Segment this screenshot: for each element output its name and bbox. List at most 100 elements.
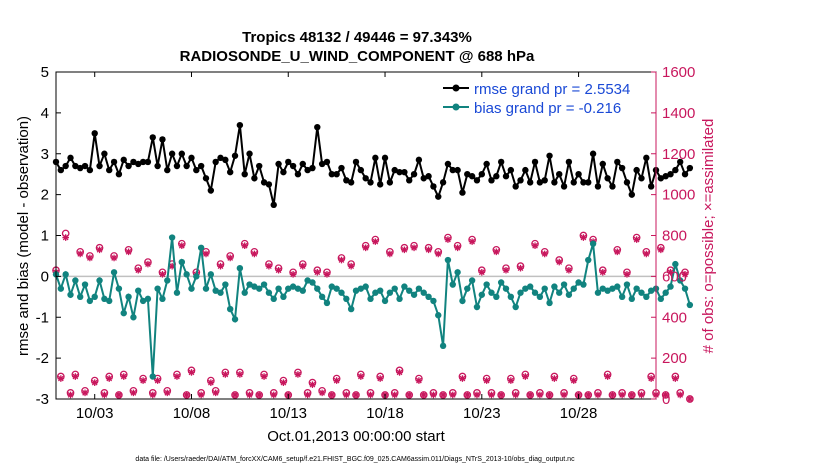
rmse-point: [672, 166, 679, 174]
bias-point: [381, 297, 389, 305]
y-axis-label: rmse and bias (model - observation): [15, 116, 32, 356]
bias-point: [541, 285, 548, 292]
rmse-point: [512, 183, 519, 190]
rmse-point: [406, 177, 413, 184]
obs-assimilated-point: [541, 250, 549, 258]
y-tick-label: -2: [36, 350, 49, 367]
rmse-point: [318, 160, 326, 168]
obs-assimilated-point: [101, 391, 108, 399]
x-tick-label: 10/03: [76, 405, 114, 422]
obs-assimilated-point: [468, 238, 476, 245]
obs-assimilated-point: [560, 391, 568, 399]
bias-point: [202, 285, 210, 292]
obs-assimilated-point: [396, 369, 403, 376]
rmse-point: [115, 170, 123, 178]
rmse-point: [623, 179, 631, 186]
rmse-point: [546, 152, 553, 159]
obs-assimilated-point: [372, 238, 379, 245]
y-tick-label-right: 400: [662, 309, 687, 326]
rmse-point: [609, 183, 616, 190]
bias-point: [197, 244, 205, 251]
rmse-point: [580, 179, 587, 186]
rmse-point: [556, 170, 563, 178]
rmse-point: [309, 164, 316, 172]
x-tick-label: 10/13: [269, 405, 307, 422]
bias-point: [106, 297, 113, 305]
obs-assimilated-point: [531, 242, 539, 250]
y-tick-label: -3: [36, 391, 49, 408]
bias-point: [449, 281, 456, 288]
bias-point: [546, 299, 553, 307]
bias-point: [285, 285, 292, 292]
bias-point: [531, 289, 539, 296]
legend-rmse-marker: [452, 84, 460, 92]
bias-point: [454, 269, 461, 276]
obs-assimilated-point: [357, 373, 365, 380]
rmse-point: [347, 179, 355, 186]
obs-assimilated-point: [628, 391, 636, 399]
bias-point: [667, 283, 674, 290]
rmse-point: [633, 166, 640, 174]
bias-point: [618, 293, 626, 301]
y-tick-label: 3: [41, 146, 49, 163]
ticks-layer: 10/03 10/08 10/13 10/18 10/23 10/28 -3 -2 -1 0 1 2 3…: [36, 64, 696, 422]
y-tick-label-right: 1600: [662, 64, 695, 81]
obs-assimilated-point: [565, 266, 573, 274]
rmse-point: [275, 160, 282, 168]
rmse-point: [585, 179, 592, 186]
rmse-point: [304, 166, 311, 174]
obs-assimilated-point: [222, 371, 229, 378]
obs-assimilated-point: [676, 391, 684, 399]
rmse-point: [410, 170, 418, 178]
bias-point: [628, 295, 636, 303]
obs-assimilated-point: [115, 391, 123, 399]
obs-assimilated-point: [163, 389, 171, 397]
obs-assimilated-point: [681, 271, 689, 278]
bias-point: [686, 301, 694, 309]
y-tick-label: -1: [36, 309, 49, 326]
rmse-point: [188, 154, 195, 162]
obs-assimilated-point: [522, 373, 529, 380]
obs-assimilated-point: [459, 375, 466, 382]
obs-assimilated-point: [439, 391, 447, 399]
rmse-point: [91, 130, 98, 137]
data-file-footer: data file: /Users/raeder/DAI/ATM_forcXX/…: [135, 456, 575, 463]
bias-point: [657, 295, 665, 303]
bias-point: [401, 283, 408, 290]
legend-bias-label: bias grand pr = -0.216: [474, 100, 621, 117]
bias-point: [289, 283, 297, 290]
bias-point: [681, 285, 689, 292]
bias-point: [478, 291, 486, 298]
obs-assimilated-point: [265, 262, 273, 270]
bias-point: [551, 283, 558, 290]
rmse-point: [497, 158, 505, 166]
x-axis-label: Oct.01,2013 00:00:00 start: [267, 428, 445, 445]
rmse-point: [164, 166, 171, 174]
rmse-point: [376, 181, 384, 188]
obs-assimilated-point: [241, 242, 249, 250]
bias-point: [101, 295, 108, 303]
obs-assimilated-point: [449, 391, 457, 399]
bias-point: [62, 271, 69, 278]
rmse-point: [197, 162, 205, 170]
y-tick-label: 0: [41, 268, 49, 285]
obs-assimilated-point: [81, 389, 89, 397]
rmse-point: [502, 173, 510, 180]
rmse-point: [299, 160, 306, 168]
bias-point: [536, 293, 544, 301]
bias-point: [396, 295, 403, 303]
rmse-point: [96, 162, 103, 170]
obs-assimilated-point: [76, 250, 84, 258]
obs-assimilated-point: [376, 375, 384, 382]
obs-assimilated-point: [410, 244, 418, 252]
bias-point: [115, 285, 123, 292]
rmse-point: [531, 158, 539, 166]
bias-point: [130, 314, 137, 321]
bias-point: [376, 287, 384, 294]
bias-point: [183, 271, 190, 278]
bias-point: [318, 293, 326, 301]
rmse-point: [168, 150, 176, 157]
bias-point: [609, 285, 616, 292]
bias-point: [672, 260, 679, 268]
rmse-point: [338, 164, 345, 172]
